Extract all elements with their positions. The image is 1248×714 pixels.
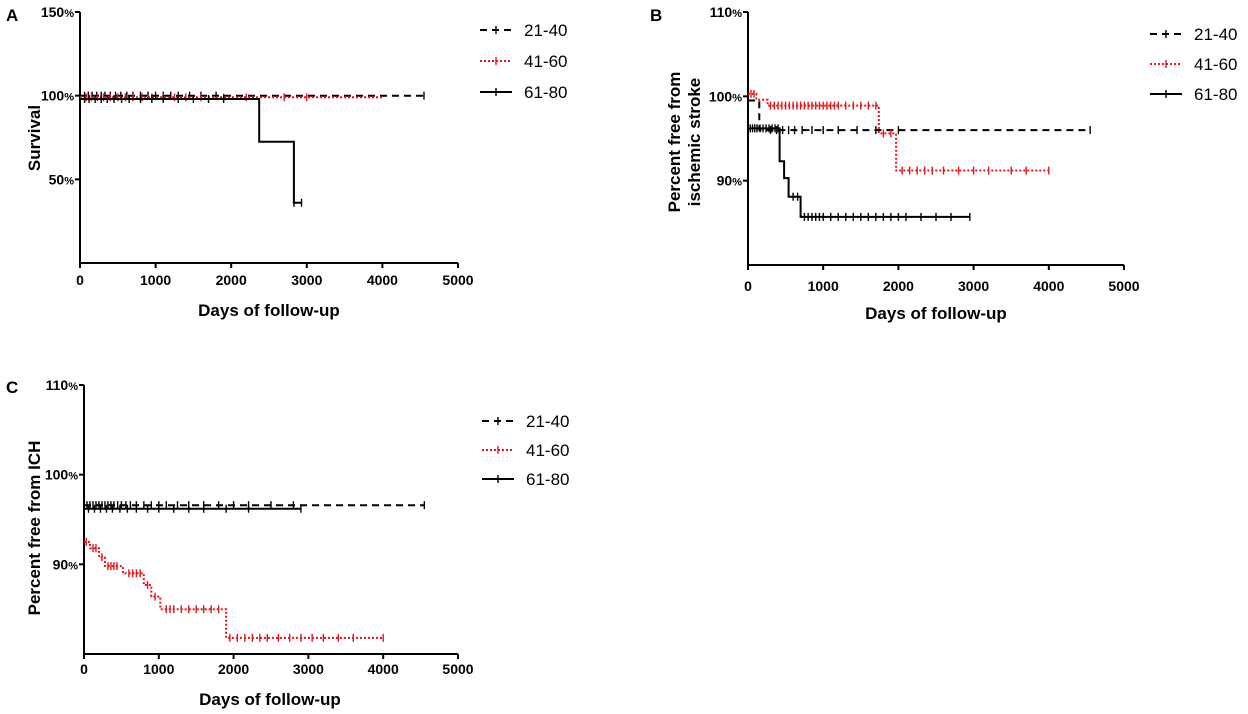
panel-c-series-41-60-line bbox=[84, 540, 384, 639]
panel-a-x-title: Days of follow-up bbox=[198, 301, 340, 320]
panel-a-y-tick-label: 100% bbox=[41, 88, 74, 104]
panel-a-x-tick-label: 1000 bbox=[140, 272, 171, 288]
panel-b-legend: 21-40 41-60 61-80 bbox=[1150, 25, 1237, 104]
panel-c-y-tick-label: 110% bbox=[46, 377, 79, 393]
panel-b-y-tick-unit: % bbox=[732, 8, 742, 20]
panel-a-x-tick-label: 3000 bbox=[291, 272, 322, 288]
panel-a-legend-label-41-60: 41-60 bbox=[524, 52, 567, 71]
panel-c-legend-label-21-40: 21-40 bbox=[526, 412, 569, 431]
panel-c-letter: C bbox=[6, 378, 18, 397]
panel-c-x-tick-label: 5000 bbox=[442, 661, 473, 677]
panel-c-x-tick-label: 2000 bbox=[218, 661, 249, 677]
panel-b-y-tick-unit: % bbox=[732, 177, 742, 189]
panel-a-y-tick-label: 50% bbox=[49, 171, 75, 187]
panel-c-y-title: Percent free from ICH bbox=[25, 441, 44, 616]
panel-b-legend-label-21-40: 21-40 bbox=[1194, 25, 1237, 44]
panel-b-x-title: Days of follow-up bbox=[865, 304, 1007, 323]
panel-c-x-tick-label: 3000 bbox=[293, 661, 324, 677]
panel-a-legend-label-21-40: 21-40 bbox=[524, 21, 567, 40]
panel-a-series-61-80-line bbox=[80, 98, 302, 204]
panel-b-x-tick-label: 2000 bbox=[883, 278, 914, 294]
panel-b-y-title-line2: ischemic stroke bbox=[685, 78, 704, 207]
panel-b-series-61-80-line bbox=[748, 127, 970, 218]
panel-c: C Percent free from ICH Days of follow-u… bbox=[6, 377, 569, 709]
panel-a-x-tick-label: 2000 bbox=[216, 272, 247, 288]
panel-b: B Percent free from ischemic stroke Days… bbox=[650, 4, 1237, 323]
panel-b-legend-label-41-60: 41-60 bbox=[1194, 55, 1237, 74]
panel-c-legend-label-61-80: 61-80 bbox=[526, 470, 569, 489]
panel-a-y-title: Survival bbox=[25, 105, 44, 171]
panel-a-y-tick-unit: % bbox=[64, 175, 74, 187]
panel-c-y-tick-unit: % bbox=[68, 560, 78, 572]
panel-b-x-tick-label: 1000 bbox=[808, 278, 839, 294]
panel-c-plot bbox=[84, 501, 426, 642]
panel-a-letter: A bbox=[6, 6, 18, 25]
panel-c-legend-label-41-60: 41-60 bbox=[526, 441, 569, 460]
panel-b-x-tick-label: 3000 bbox=[958, 278, 989, 294]
panel-c-x-tick-label: 4000 bbox=[368, 661, 399, 677]
panel-c-legend: 21-40 41-60 61-80 bbox=[482, 412, 569, 489]
panel-b-letter: B bbox=[650, 6, 662, 25]
panel-b-y-title-line1: Percent free from bbox=[665, 72, 684, 213]
panel-a-legend: 21-40 41-60 61-80 bbox=[480, 21, 567, 102]
panel-b-y-tick-label: 100% bbox=[709, 88, 742, 104]
panel-c-x-tick-label: 0 bbox=[80, 661, 88, 677]
panel-c-y-tick-unit: % bbox=[68, 471, 78, 483]
panel-b-y-tick-label: 110% bbox=[710, 4, 743, 20]
panel-c-y-tick-label: 100% bbox=[45, 467, 78, 483]
panel-c-x-tick-label: 1000 bbox=[143, 661, 174, 677]
panel-a-x-tick-label: 0 bbox=[76, 272, 84, 288]
panel-a-y-tick-unit: % bbox=[64, 8, 74, 20]
panel-a-x-tick-label: 4000 bbox=[367, 272, 398, 288]
panel-b-series-21-40-line bbox=[748, 99, 1091, 132]
panel-a-x-tick-label: 5000 bbox=[442, 272, 473, 288]
panel-a-y-tick-unit: % bbox=[64, 92, 74, 104]
panel-a-plot bbox=[80, 91, 425, 207]
panel-b-y-tick-unit: % bbox=[732, 92, 742, 104]
panel-b-x-tick-label: 0 bbox=[744, 278, 752, 294]
panel-b-x-tick-label: 5000 bbox=[1108, 278, 1139, 294]
panel-c-x-title: Days of follow-up bbox=[199, 690, 341, 709]
panel-c-y-tick-label: 90% bbox=[53, 556, 79, 572]
panel-b-legend-label-61-80: 61-80 bbox=[1194, 85, 1237, 104]
panel-a-y-tick-label: 150% bbox=[41, 4, 74, 20]
panel-c-y-tick-unit: % bbox=[68, 381, 78, 393]
panel-b-y-tick-label: 90% bbox=[717, 173, 743, 189]
panel-a: A Survival Days of follow-up 21-40 41-60 6… bbox=[6, 4, 567, 320]
panel-b-x-tick-label: 4000 bbox=[1033, 278, 1064, 294]
panel-b-plot bbox=[748, 89, 1091, 221]
panel-a-legend-label-61-80: 61-80 bbox=[524, 83, 567, 102]
